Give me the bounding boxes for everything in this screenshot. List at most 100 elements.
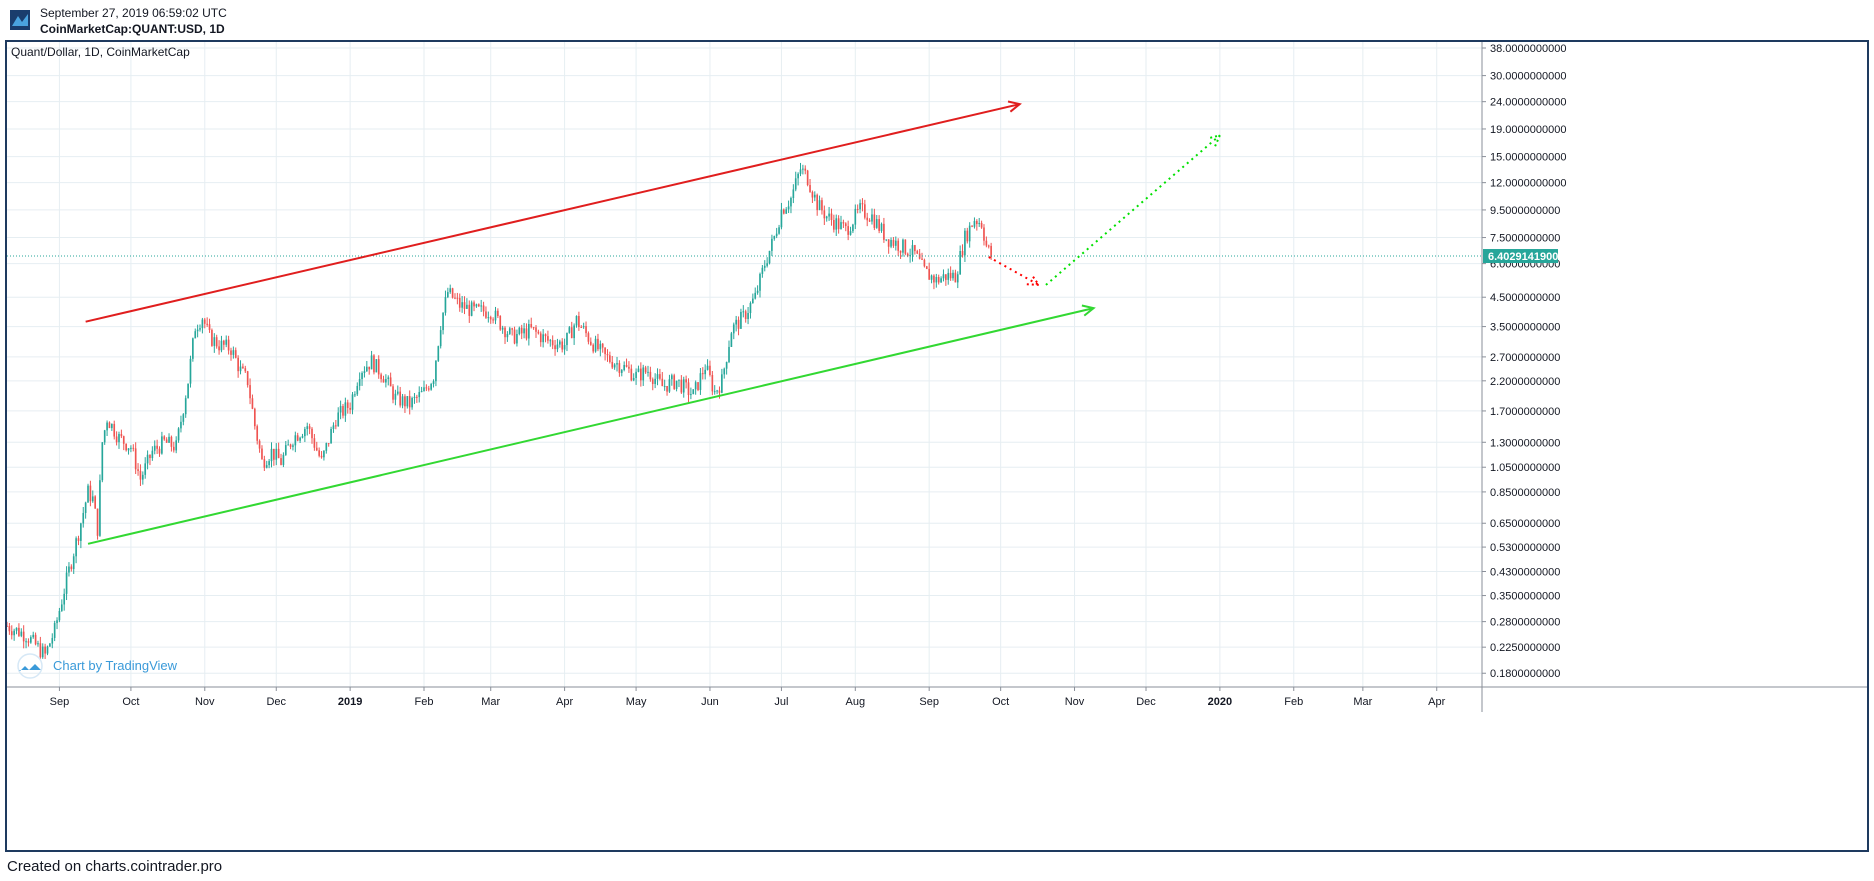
candle-body xyxy=(377,359,380,375)
candle-body xyxy=(690,394,692,396)
candle-body xyxy=(680,379,683,393)
candle-body xyxy=(330,428,332,444)
candle-body xyxy=(611,361,614,368)
candle-body xyxy=(864,204,866,218)
candle-body xyxy=(439,330,442,347)
candle-body xyxy=(349,407,351,410)
candle-body xyxy=(990,245,992,258)
x-tick-label: Aug xyxy=(846,696,866,708)
candle-body xyxy=(27,641,30,643)
candle-body xyxy=(32,634,35,638)
candle-body xyxy=(25,641,27,643)
candle-body xyxy=(475,304,478,307)
snapshot-date: September 27, 2019 06:59:02 UTC xyxy=(40,6,227,20)
candle-body xyxy=(446,292,449,298)
arrow-head xyxy=(1081,304,1096,317)
y-tick-label: 2.2000000000 xyxy=(1490,376,1560,388)
candle-body xyxy=(46,646,49,654)
candle-body xyxy=(566,332,568,346)
candle-body xyxy=(701,373,704,375)
candle-body xyxy=(134,448,137,470)
candle-body xyxy=(34,634,37,645)
candle-body xyxy=(723,368,726,375)
candle-body xyxy=(287,444,290,446)
candle-body xyxy=(875,219,878,228)
x-tick-label: Dec xyxy=(266,696,286,708)
candle-body xyxy=(547,336,549,341)
candle-body xyxy=(661,378,664,387)
candle-body xyxy=(463,302,466,309)
candle-body xyxy=(306,426,309,430)
candle-body xyxy=(215,337,218,347)
x-tick-label: Nov xyxy=(195,696,215,708)
candle-body xyxy=(573,325,575,339)
candle-body xyxy=(101,442,104,481)
candle-body xyxy=(470,302,473,316)
header: September 27, 2019 06:59:02 UTC CoinMark… xyxy=(0,0,1874,40)
candle-body xyxy=(468,304,471,316)
candle-body xyxy=(806,170,809,186)
projection-arrow xyxy=(988,256,1040,286)
x-tick-label: Sep xyxy=(919,696,939,708)
candle-body xyxy=(656,374,659,379)
candle-body xyxy=(77,538,80,541)
candle-body xyxy=(535,327,537,332)
candle-body xyxy=(244,368,247,372)
current-price-tag xyxy=(1483,249,1558,264)
candle-body xyxy=(368,366,371,370)
candle-body xyxy=(587,333,590,342)
candle-body xyxy=(818,200,821,211)
candle-body xyxy=(911,245,914,256)
candle-body xyxy=(211,329,213,346)
price-chart[interactable]: 38.0000000000 30.0000000000 24.0000000000 1… xyxy=(6,42,1867,850)
candle-body xyxy=(709,365,711,376)
y-tick-label: 38.0000000000 xyxy=(1490,43,1566,55)
candle-body xyxy=(82,512,85,524)
candle-body xyxy=(208,324,211,330)
x-tick-label: Jul xyxy=(774,696,788,708)
candle-body xyxy=(561,341,564,350)
watermark-circle xyxy=(17,653,43,679)
candle-body xyxy=(580,327,583,329)
candle-body xyxy=(139,470,142,480)
candle-body xyxy=(501,327,504,330)
candle-body xyxy=(184,398,187,415)
candle-body xyxy=(704,369,707,375)
candle-body xyxy=(418,392,421,398)
candle-body xyxy=(961,250,964,256)
candle-body xyxy=(956,274,959,283)
candle-body xyxy=(203,319,206,324)
candle-body xyxy=(206,323,208,325)
candle-body xyxy=(711,375,714,392)
candle-body xyxy=(435,360,437,382)
candle-body xyxy=(937,277,940,283)
arrow-head xyxy=(1007,100,1022,113)
candle-body xyxy=(842,222,845,224)
candle-body xyxy=(80,523,82,541)
arrow-head xyxy=(1208,133,1222,147)
candle-body xyxy=(22,631,25,642)
candle-body xyxy=(420,390,423,393)
candle-body xyxy=(964,230,966,256)
candle-body xyxy=(532,327,535,329)
candle-body xyxy=(91,496,94,502)
candle-body xyxy=(628,366,630,369)
candle-body xyxy=(487,317,490,319)
candle-body xyxy=(766,263,768,266)
candle-body xyxy=(158,448,161,454)
candle-body xyxy=(897,240,900,251)
candle-body xyxy=(728,346,730,363)
candle-body xyxy=(966,230,969,242)
x-tick-label: 2019 xyxy=(338,696,362,708)
candle-body xyxy=(15,627,18,631)
candle-body xyxy=(232,350,235,355)
candle-body xyxy=(354,394,356,396)
candle-body xyxy=(821,200,823,211)
candle-body xyxy=(41,646,44,658)
candle-body xyxy=(785,209,788,214)
candle-body xyxy=(654,378,656,385)
candle-body xyxy=(454,297,456,299)
candle-body xyxy=(952,272,954,279)
candle-body xyxy=(256,426,259,441)
candle-body xyxy=(44,646,46,654)
